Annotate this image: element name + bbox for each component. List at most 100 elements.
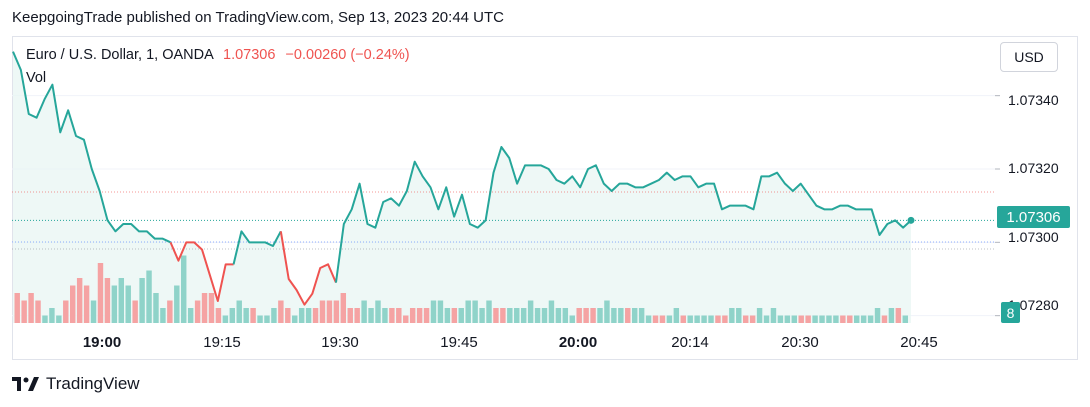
volume-bar [42,315,48,323]
last-price-point [907,216,915,224]
volume-bar [375,300,381,323]
volume-bar [111,285,118,323]
volume-bar [83,285,90,323]
x-tick-label: 19:00 [82,334,122,351]
y-tick-label: 1.07280 [1008,297,1059,313]
volume-bar [507,308,513,323]
y-tick-label: 1.07320 [1008,160,1059,176]
volume-bar [451,308,458,323]
price-line-segment [279,231,337,306]
volume-bar [638,308,645,323]
volume-label[interactable]: Vol [26,70,47,86]
volume-bar [756,308,763,323]
volume-bar [354,308,360,323]
volume-bar [90,300,97,323]
volume-bar [430,300,437,323]
volume-bar [520,308,527,323]
volume-bar [694,315,700,323]
volume-bar [416,308,423,323]
volume-bar [340,293,347,323]
volume-bar [63,300,69,323]
volume-bar [770,308,777,323]
volume-last-tag: 8 [1001,302,1020,323]
volume-bar [278,300,284,323]
volume-bar [895,308,902,323]
volume-bar [132,300,138,323]
volume-bar [527,300,534,323]
volume-bar [215,308,222,323]
volume-bar [708,315,714,323]
volume-bar [56,315,62,323]
volume-bar [167,300,173,323]
volume-bar [222,315,229,323]
volume-bar [28,293,34,323]
volume-bar [659,315,666,323]
volume-bar [784,315,791,323]
volume-bar [423,308,430,323]
volume-bar [576,308,582,323]
volume-bar [680,315,686,323]
volume-bar [201,293,208,323]
volume-bar [847,315,853,323]
volume-bar [819,315,825,323]
chart-frame[interactable] [12,36,1078,360]
volume-bar [76,278,83,323]
volume-bar [583,308,589,323]
volume-bar [500,308,506,323]
volume-bar [437,300,444,323]
price-line-segment [12,51,171,244]
volume-bar [361,300,367,323]
volume-bar [305,308,312,323]
volume-bar [160,308,166,323]
volume-bar [853,315,860,323]
y-tick-label: 1.07340 [1008,92,1059,108]
volume-bar [749,315,756,323]
volume-bar [368,308,374,323]
volume-bar [153,293,159,323]
currency-button[interactable]: USD [1000,42,1058,72]
volume-bar [35,300,41,323]
volume-bar [326,300,333,323]
volume-bar [777,315,784,323]
volume-bar [298,308,305,323]
volume-bar [590,308,596,323]
volume-bar [742,315,749,323]
volume-bar [867,315,874,323]
brand[interactable]: TradingView [12,374,140,394]
volume-bar [243,308,249,323]
volume-bar [736,308,742,323]
volume-bar [812,315,818,323]
volume-bar [70,285,76,323]
volume-bar [569,315,575,323]
volume-bar [729,308,735,323]
volume-bar [722,315,728,323]
chart-legend[interactable]: Euro / U.S. Dollar, 1, OANDA 1.07306 −0.… [26,47,410,63]
volume-bar [715,315,721,323]
volume-bar [888,308,895,323]
volume-bar [21,300,27,323]
volume-bar [625,308,631,323]
volume-bar [652,315,659,323]
volume-bar [292,315,298,323]
price-line-segment [232,230,282,265]
volume-bar [840,315,846,323]
volume-bar [97,263,104,323]
publisher-line: KeepgoingTrade published on TradingView.… [12,9,504,26]
volume-bar [396,308,402,323]
legend-symbol[interactable]: Euro / U.S. Dollar, 1, OANDA [26,47,213,63]
x-tick-label: 20:00 [558,334,598,351]
volume-bar [548,300,555,323]
volume-bar [666,315,673,323]
volume-bar [562,308,569,323]
volume-bar [514,308,520,323]
volume-bar [319,300,326,323]
volume-bar [555,308,562,323]
volume-bar [333,300,340,323]
x-tick-label: 19:30 [321,334,359,351]
volume-bar [618,308,624,323]
x-tick-label: 20:30 [781,334,819,351]
volume-bar [631,308,638,323]
volume-bar [611,308,617,323]
y-tick-label: 1.07300 [1008,229,1059,245]
